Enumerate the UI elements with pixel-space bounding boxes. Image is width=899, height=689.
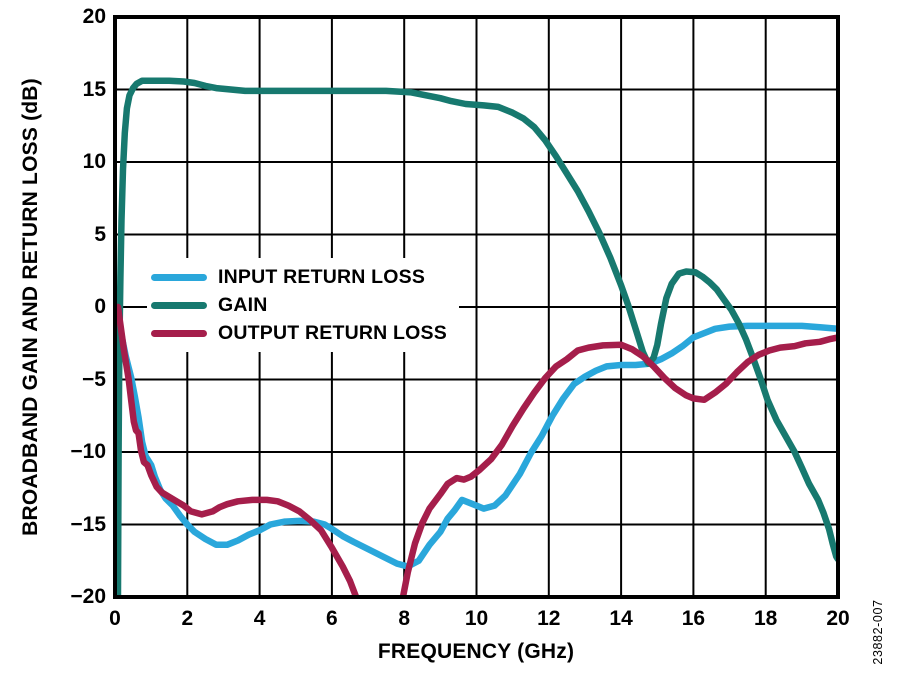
x-tick-label: 16 [681, 607, 706, 630]
x-tick-label: 10 [464, 607, 489, 630]
y-tick-label: 10 [82, 150, 106, 173]
legend-item: OUTPUT RETURN LOSS [151, 319, 447, 347]
legend: INPUT RETURN LOSS GAIN OUTPUT RETURN LOSS [147, 258, 459, 352]
legend-swatch-icon [151, 273, 207, 281]
plot-border [113, 15, 840, 599]
x-tick-label: 14 [609, 607, 633, 630]
x-tick-label: 12 [537, 607, 561, 630]
legend-item: GAIN [151, 291, 447, 319]
y-tick-label: 5 [94, 222, 106, 246]
y-tick-label: −20 [70, 585, 106, 608]
legend-label: GAIN [218, 293, 268, 316]
x-tick-label: 8 [398, 607, 411, 630]
legend-swatch-icon [151, 301, 207, 309]
figure-number-watermark: 23882-007 [871, 599, 885, 665]
legend-item: INPUT RETURN LOSS [151, 263, 447, 291]
x-tick-label: 20 [826, 607, 850, 630]
x-tick-label: 6 [326, 607, 338, 630]
x-tick-label: 0 [109, 607, 121, 630]
series-line-gain [115, 77, 838, 597]
x-tick-label: 18 [754, 607, 778, 630]
y-tick-label: −15 [70, 512, 106, 536]
series-line-output-return-loss [115, 303, 838, 597]
x-tick-label: 4 [253, 607, 266, 630]
y-tick-label: −5 [82, 367, 106, 391]
y-tick-label: −10 [70, 440, 106, 463]
x-axis-title: FREQUENCY (GHz) [377, 640, 575, 663]
legend-swatch-icon [151, 329, 207, 337]
x-tick-label: 2 [181, 607, 194, 630]
legend-label: OUTPUT RETURN LOSS [218, 321, 447, 344]
y-tick-label: 15 [82, 77, 106, 101]
y-tick-label: 20 [82, 5, 106, 28]
legend-label: INPUT RETURN LOSS [218, 265, 426, 288]
y-tick-label: 0 [94, 295, 106, 318]
